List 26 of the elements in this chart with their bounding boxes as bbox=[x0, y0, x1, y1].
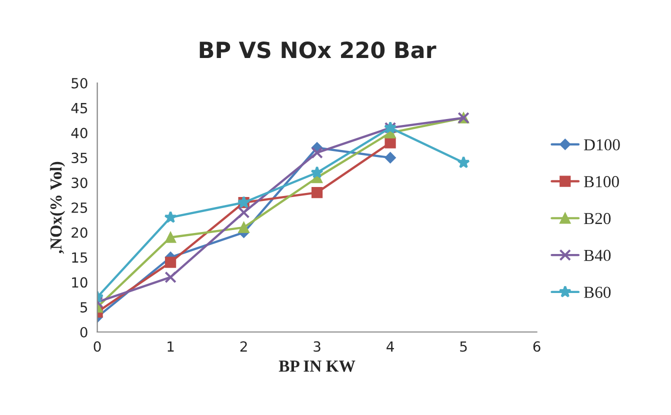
chart-title: BP VS NOx 220 Bar bbox=[200, 42, 436, 58]
y-tick-label: 15 bbox=[72, 252, 88, 263]
y-tick-label: 45 bbox=[71, 103, 88, 114]
x-tick-label: 3 bbox=[314, 341, 320, 352]
x-tick-label: 5 bbox=[460, 341, 467, 352]
y-tick-label: 0 bbox=[80, 326, 88, 338]
y-tick-label: 5 bbox=[80, 302, 88, 313]
y-axis-title: ,NOx(% Vol) bbox=[50, 162, 66, 254]
legend-label: B40 bbox=[584, 250, 611, 262]
legend-label: B100 bbox=[584, 176, 619, 188]
y-tick-label: 20 bbox=[72, 227, 88, 238]
y-tick-label: 40 bbox=[71, 128, 88, 138]
y-tick-label: 25 bbox=[72, 202, 88, 213]
x-tick-label: 1 bbox=[168, 341, 174, 352]
y-tick-label: 50 bbox=[72, 78, 88, 88]
x-tick-label: 4 bbox=[386, 341, 394, 352]
x-tick-label: 2 bbox=[240, 341, 247, 352]
x-tick-label: 0 bbox=[94, 341, 101, 352]
legend-label: B60 bbox=[584, 286, 611, 298]
legend-label: D100 bbox=[584, 139, 620, 150]
legend-label: B20 bbox=[584, 212, 611, 224]
y-tick-label: 30 bbox=[72, 178, 88, 188]
y-tick-label: 10 bbox=[72, 277, 88, 288]
x-axis-title: BP IN KW bbox=[278, 360, 356, 372]
x-tick-label: 6 bbox=[533, 341, 540, 352]
y-tick-label: 35 bbox=[72, 152, 88, 164]
